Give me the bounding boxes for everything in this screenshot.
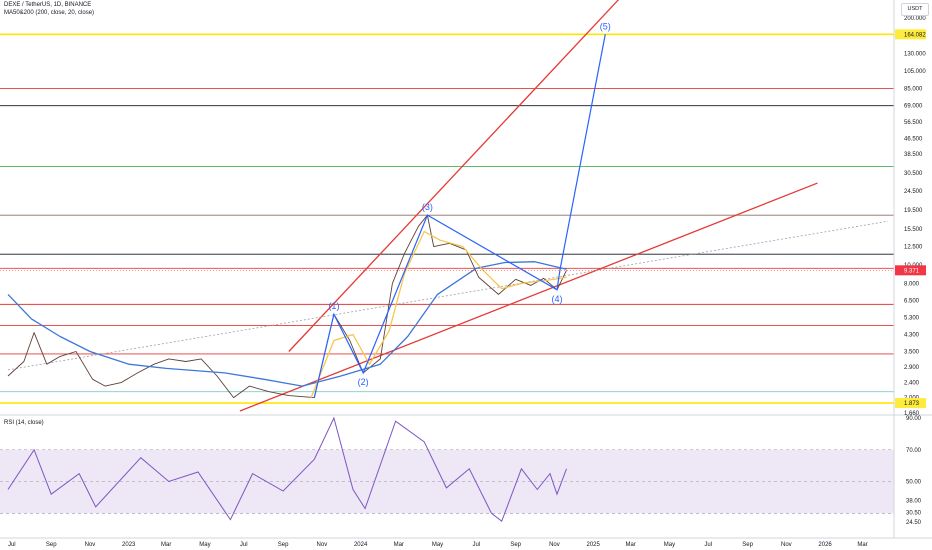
rsi-tick-label: 38.00 (906, 499, 922, 505)
price-tick-label: 19.500 (904, 208, 923, 214)
wave-label: (4) (551, 294, 562, 304)
price-tick-label: 69.000 (904, 104, 923, 110)
price-tick-label: 12.500 (904, 245, 923, 251)
time-tick-label: May (664, 542, 675, 548)
time-tick-label: Sep (742, 542, 753, 548)
trendline (239, 182, 818, 412)
price-axis[interactable]: 90.00 70.00 50.00 38.00 30.50 24.50 200.000 130… (893, 0, 926, 538)
price-tick-label: 3.500 (904, 350, 920, 356)
time-tick-label: Nov (317, 542, 328, 548)
price-tick-label: 5.300 (904, 315, 920, 321)
trendline (288, 0, 620, 352)
currency-badge[interactable]: USDT (901, 3, 929, 16)
price-tick-label: 46.500 (904, 136, 923, 142)
dashed-trendline (7, 220, 889, 371)
time-tick-label: Mar (857, 542, 867, 548)
wave-label: (2) (358, 377, 369, 387)
price-level-tag (895, 29, 926, 40)
price-tick-label: 30.500 (904, 171, 923, 177)
symbol-title: DEXE / TetherUS, 1D, BINANCE (4, 2, 92, 8)
time-tick-label: 2026 (818, 542, 832, 548)
time-tick-label: Jul (472, 542, 480, 548)
price-tick-label: 1.660 (904, 411, 920, 417)
time-tick-label: Sep (278, 542, 289, 548)
rsi-pane (0, 416, 894, 523)
rsi-indicator-legend[interactable]: RSI (14, close) (4, 420, 44, 426)
wave-label: (3) (422, 202, 433, 212)
ma-indicator-legend[interactable]: MA50&200 (200, close, 20, close) (4, 10, 95, 16)
rsi-tick-label: 50.00 (906, 480, 922, 486)
price-tick-label: 130.000 (904, 52, 926, 58)
wave-label: (1) (328, 301, 339, 311)
time-tick-label: Jul (8, 542, 16, 548)
rsi-tick-label: 30.50 (906, 510, 922, 516)
rsi-tick-label: 70.00 (906, 448, 922, 454)
price-tick-label: 4.300 (904, 333, 920, 339)
price-tick-label: 56.500 (904, 120, 923, 126)
ma-200-line (7, 261, 567, 387)
price-tick-label: 2.400 (904, 381, 920, 387)
price-tick-label: 85.000 (904, 87, 923, 93)
time-tick-label: Mar (394, 542, 404, 548)
price-tick-label: 38.500 (904, 152, 923, 158)
time-tick-label: 2024 (354, 542, 368, 548)
ma-20-line (310, 230, 567, 398)
rsi-line (7, 416, 567, 523)
time-tick-label: Jul (240, 542, 248, 548)
rsi-tick-label: 24.50 (906, 520, 922, 526)
price-level-tag (895, 398, 926, 409)
elliott-wave-path (313, 34, 606, 398)
time-tick-label: Jul (704, 542, 712, 548)
price-level-tag-label: 164.082 (904, 32, 926, 38)
time-tick-label: May (432, 542, 443, 548)
wave-label: (5) (600, 21, 611, 31)
rsi-tick-label: 90.00 (906, 416, 922, 422)
price-tick-label: 6.500 (904, 298, 920, 304)
time-tick-label: Mar (161, 542, 171, 548)
time-tick-label: Nov (781, 542, 792, 548)
price-tick-label: 2.900 (904, 365, 920, 371)
price-level-tag-label: 1.873 (904, 401, 920, 407)
price-tick-label: 8.000 (904, 281, 920, 287)
price-tick-label: 200.000 (904, 16, 926, 22)
time-tick-label: Sep (46, 542, 57, 548)
current-price-tag (895, 265, 926, 276)
time-tick-label: 2023 (122, 542, 136, 548)
time-axis[interactable]: Jul Sep Nov 2023 Mar May Jul Sep Nov 2024 Mar May Ju… (0, 537, 932, 548)
time-tick-label: May (199, 542, 210, 548)
time-tick-label: Mar (625, 542, 635, 548)
price-tick-label: 15.500 (904, 227, 923, 233)
current-price-tag-label: 9.371 (904, 268, 920, 274)
price-line (7, 214, 567, 399)
price-tick-label: 105.000 (904, 69, 926, 75)
time-tick-label: 2025 (587, 542, 601, 548)
time-tick-label: Sep (510, 542, 521, 548)
price-tick-label: 24.500 (904, 189, 923, 195)
time-tick-label: Nov (549, 542, 560, 548)
time-tick-label: Nov (85, 542, 96, 548)
price-pane: (1) (2) (3) (4) (5) (0, 0, 932, 416)
